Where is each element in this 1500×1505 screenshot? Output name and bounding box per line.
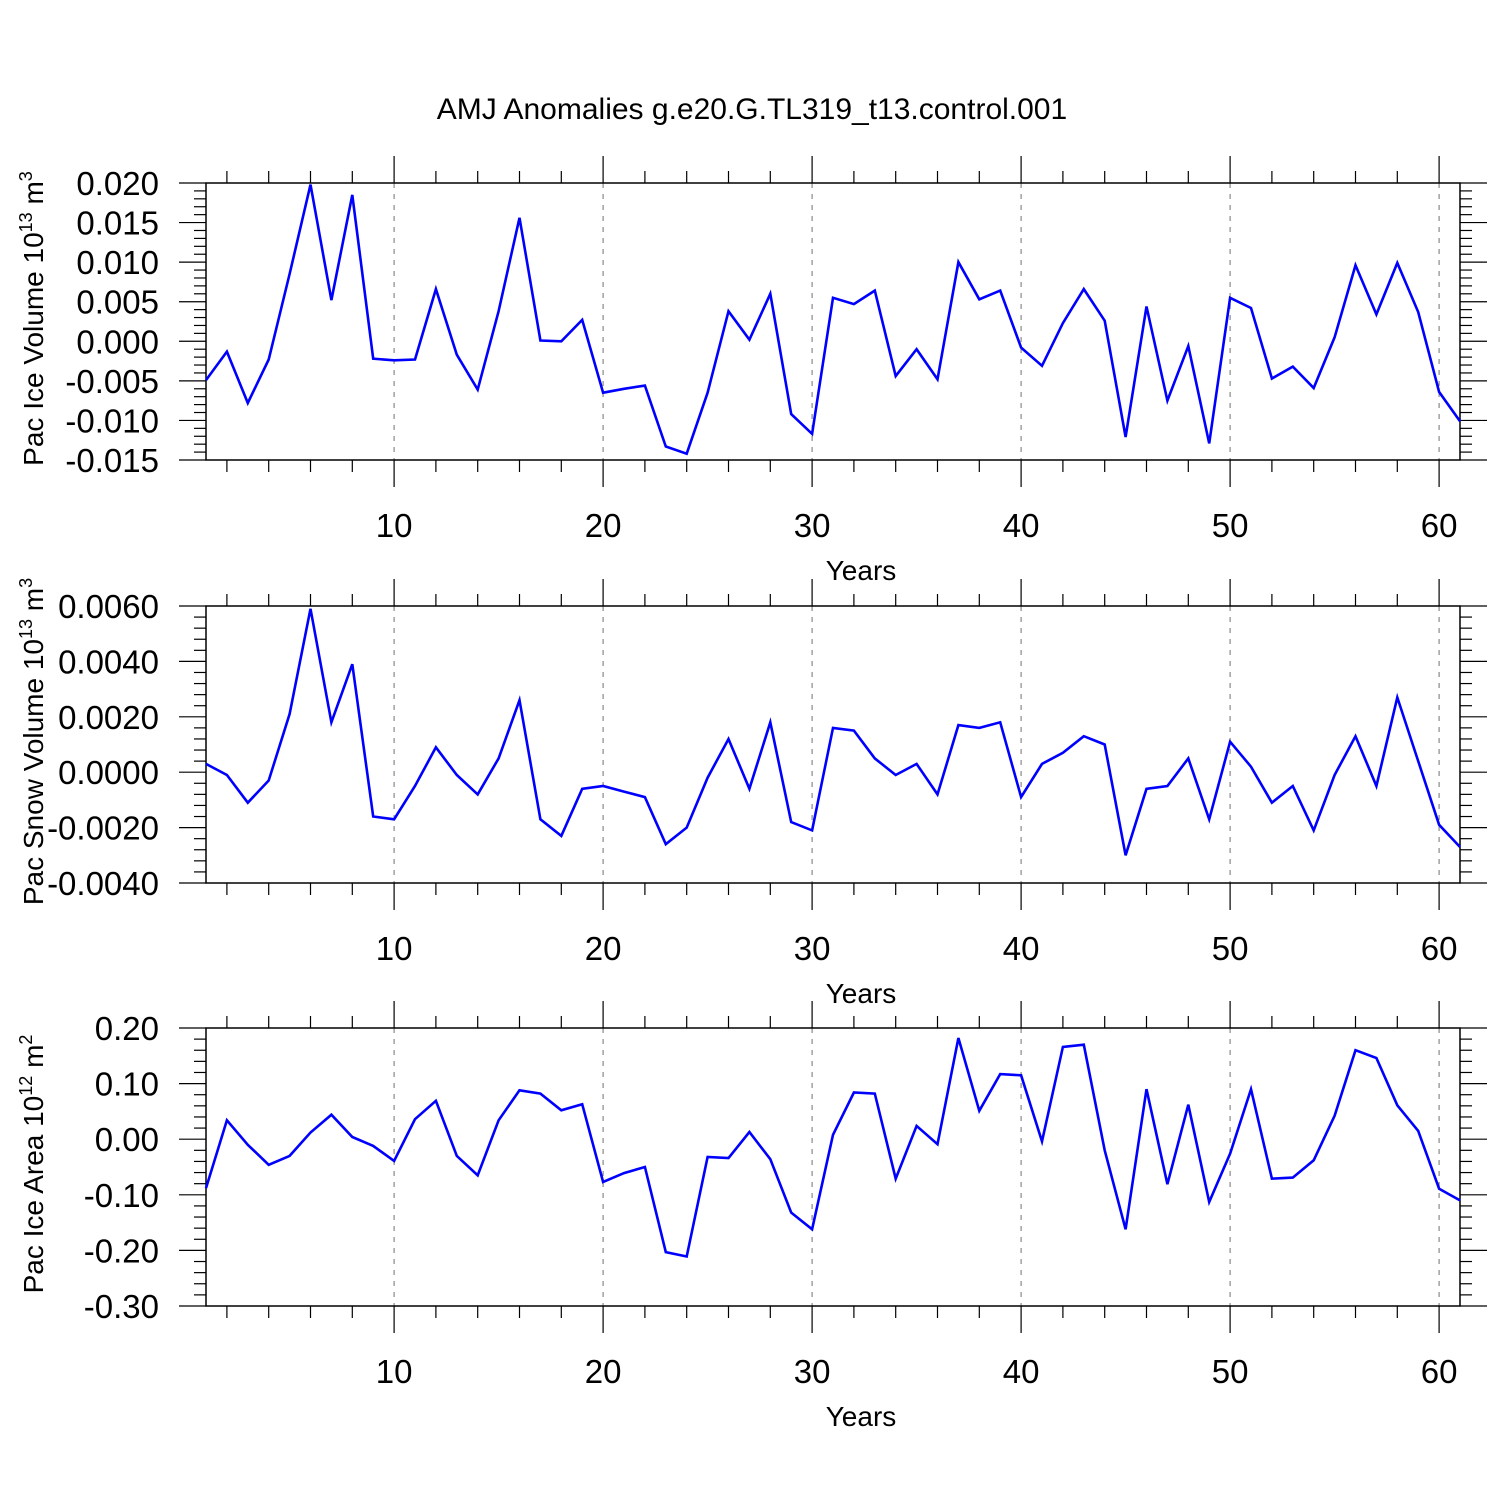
y-tick-label: 0.015 — [76, 205, 159, 242]
x-axis-title: Years — [826, 1401, 897, 1432]
y-axis-title-unit: m — [18, 181, 49, 212]
x-tick-label: 10 — [376, 507, 413, 544]
y-axis-title-main: Pac Snow Volume 10 — [18, 639, 49, 905]
y-axis-title-exp: 13 — [16, 619, 36, 639]
panel-1: 10 20 30 40 50 60 -0.015-0.010-0.0050.0000.005… — [16, 156, 1487, 586]
y-axis-title-unit-exp: 2 — [16, 1035, 36, 1045]
series-line — [204, 1037, 1461, 1259]
y-axis-title-unit: m — [18, 1045, 49, 1076]
y-tick-label: 0.010 — [76, 244, 159, 281]
x-tick-label: 40 — [1003, 507, 1040, 544]
figure-title: AMJ Anomalies g.e20.G.TL319_t13.control.… — [437, 93, 1067, 126]
series-line — [205, 608, 1461, 856]
y-axis-title-unit: m — [18, 588, 49, 619]
y-axis-title-main: Pac Ice Area 10 — [18, 1096, 49, 1294]
y-tick-label: 0.005 — [76, 284, 159, 321]
y-axis-title: Pac Ice Area 1012 m2 — [16, 1035, 49, 1294]
y-tick-label: 0.0020 — [58, 699, 159, 736]
y-tick-label: -0.10 — [84, 1177, 159, 1214]
x-tick-label: 60 — [1421, 1353, 1458, 1390]
x-tick-label: 20 — [585, 507, 622, 544]
y-axis-title: Pac Snow Volume 1013 m3 — [16, 578, 49, 905]
y-tick-label: 0.0040 — [58, 643, 159, 680]
y-tick-label: -0.010 — [65, 402, 159, 439]
y-tick-label: 0.0000 — [58, 754, 159, 791]
x-tick-label: 60 — [1421, 930, 1458, 967]
y-tick-label: 0.0060 — [58, 588, 159, 625]
series-line — [204, 184, 1462, 456]
y-tick-label: -0.005 — [65, 363, 159, 400]
y-tick-label: -0.0020 — [47, 810, 159, 847]
y-tick-label: -0.015 — [65, 442, 159, 479]
y-tick-label: -0.20 — [84, 1232, 159, 1269]
x-tick-label: 60 — [1421, 507, 1458, 544]
x-tick-label: 40 — [1003, 1353, 1040, 1390]
y-axis-title-unit-exp: 3 — [16, 171, 36, 181]
plot-frame — [205, 1027, 1461, 1307]
x-tick-label: 30 — [794, 1353, 831, 1390]
y-axis-title: Pac Ice Volume 1013 m3 — [16, 171, 49, 466]
plot-frame — [205, 182, 1461, 461]
x-axis-title: Years — [826, 978, 897, 1009]
y-tick-label: -0.0040 — [47, 865, 159, 902]
y-axis-title-exp: 12 — [16, 1076, 36, 1096]
x-tick-label: 30 — [794, 507, 831, 544]
y-tick-label: 0.000 — [76, 323, 159, 360]
x-tick-label: 10 — [376, 1353, 413, 1390]
y-tick-label: 0.00 — [95, 1121, 159, 1158]
y-tick-label: -0.30 — [84, 1288, 159, 1325]
panel-2: 10 20 30 40 50 60 -0.0040 -0.0020 0.0000 0.0020 0.… — [16, 578, 1487, 1009]
y-tick-label: 0.10 — [95, 1066, 159, 1103]
x-tick-label: 50 — [1212, 1353, 1249, 1390]
y-tick-label: 0.20 — [95, 1010, 159, 1047]
panel-3: 10 20 30 40 50 60 -0.30 -0.20 -0.10 0.00 0.10 0.20 Y… — [16, 1001, 1487, 1432]
y-tick-label: 0.020 — [76, 165, 159, 202]
x-tick-label: 50 — [1212, 507, 1249, 544]
x-tick-label: 40 — [1003, 930, 1040, 967]
x-axis-title: Years — [826, 555, 897, 586]
panels: 10 20 30 40 50 60-0.015-0.010-0.0050.0000.005… — [16, 156, 1487, 1432]
x-tick-label: 30 — [794, 930, 831, 967]
x-tick-label: 20 — [585, 1353, 622, 1390]
x-tick-label: 20 — [585, 930, 622, 967]
y-axis-title-exp: 13 — [16, 212, 36, 232]
x-tick-label: 10 — [376, 930, 413, 967]
plot-frame — [205, 605, 1461, 884]
y-axis-title-unit-exp: 3 — [16, 578, 36, 588]
y-axis-title-main: Pac Ice Volume 10 — [18, 232, 49, 465]
x-tick-label: 50 — [1212, 930, 1249, 967]
